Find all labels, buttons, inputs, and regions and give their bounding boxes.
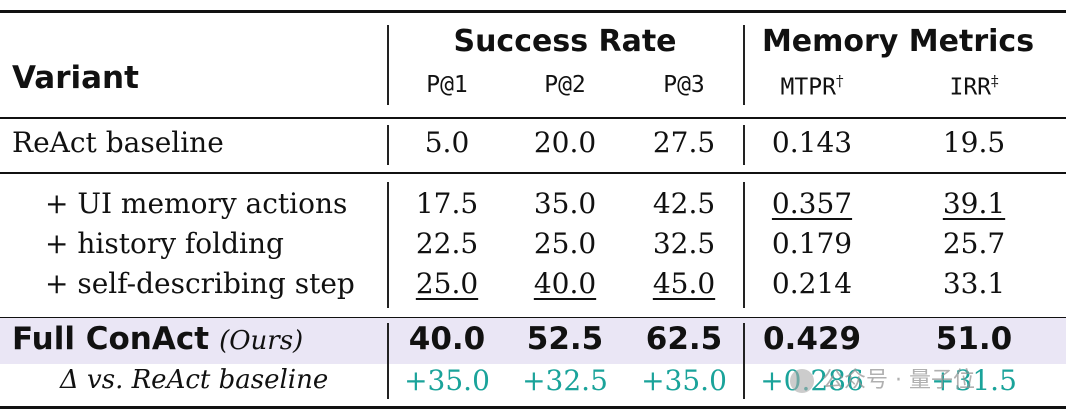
ablation-cell: 33.1 [942, 267, 1006, 300]
ablation-cell: 42.5 [652, 187, 716, 220]
baseline-label: ReAct baseline [12, 126, 224, 159]
full-p3: 62.5 [645, 321, 723, 357]
ablation-cell: 25.0 [533, 227, 597, 260]
full-name: Full ConAct [12, 321, 210, 357]
delta-p1: +35.0 [404, 364, 490, 397]
baseline-mtpr: 0.143 [771, 126, 853, 159]
vline-left-baseline [387, 125, 389, 165]
watermark: 公众号 · 量子位 [790, 362, 975, 394]
ablation-cell-second-best: 45.0 [652, 267, 716, 300]
ablation-cell: 25.7 [942, 227, 1006, 260]
delta-irr: +31.5 [931, 364, 1017, 397]
ablation-cell-second-best: 25.0 [415, 267, 479, 300]
col-irr: IRR‡ [949, 72, 998, 101]
ablation-cell-second-best: 0.357 [771, 187, 853, 220]
ablation-cell: 32.5 [652, 227, 716, 260]
vline-right-ablation [743, 182, 745, 308]
double-dagger-mark: ‡ [991, 72, 999, 90]
full-p1: 40.0 [408, 321, 486, 357]
memory-metrics-header: Memory Metrics [761, 24, 1035, 59]
col-mtpr: MTPR† [781, 72, 844, 101]
vline-left-header [387, 25, 389, 105]
ablation-cell-second-best: 39.1 [942, 187, 1006, 220]
ablation-cell: 0.179 [771, 227, 853, 260]
baseline-p1: 5.0 [424, 126, 470, 159]
full-irr: 51.0 [935, 321, 1013, 357]
full-row-highlight [0, 318, 1066, 364]
col-p3: P@3 [663, 72, 705, 98]
ablation-cell: 35.0 [533, 187, 597, 220]
watermark-text: 公众号 · 量子位 [822, 368, 975, 393]
bottom-rule [0, 406, 1066, 409]
vline-left-full [387, 323, 389, 399]
ablation-cell: 22.5 [415, 227, 479, 260]
dagger-mark: † [835, 72, 844, 90]
delta-label: Δ vs. ReAct baseline [60, 365, 329, 395]
delta-p2: +32.5 [522, 364, 608, 397]
ablation-label: + self-describing step [45, 267, 355, 300]
delta-p3: +35.0 [641, 364, 727, 397]
ablation-cell: 0.214 [771, 267, 853, 300]
ablation-cell: 17.5 [415, 187, 479, 220]
mtpr-label: MTPR [780, 74, 836, 101]
col-p1: P@1 [426, 72, 468, 98]
success-rate-header: Success Rate [453, 24, 677, 59]
col-p2: P@2 [544, 72, 586, 98]
ablation-rule [0, 317, 1066, 319]
header-rule [0, 117, 1066, 119]
baseline-irr: 19.5 [942, 126, 1006, 159]
full-mtpr: 0.429 [762, 321, 862, 357]
irr-label: IRR [949, 74, 992, 101]
baseline-rule [0, 172, 1066, 174]
full-label: Full ConAct (Ours) [12, 321, 303, 357]
ours-tag: (Ours) [219, 326, 304, 356]
ablation-cell-second-best: 40.0 [533, 267, 597, 300]
vline-right-header [743, 25, 745, 105]
full-p2: 52.5 [526, 321, 604, 357]
variant-header: Variant [12, 60, 139, 96]
ablation-label: + history folding [45, 227, 284, 260]
baseline-p2: 20.0 [533, 126, 597, 159]
baseline-p3: 27.5 [652, 126, 716, 159]
ablation-label: + UI memory actions [45, 187, 348, 220]
vline-right-baseline [743, 125, 745, 165]
watermark-logo-icon [790, 369, 814, 393]
vline-left-ablation [387, 182, 389, 308]
vline-right-full [743, 323, 745, 399]
top-rule [0, 10, 1066, 13]
